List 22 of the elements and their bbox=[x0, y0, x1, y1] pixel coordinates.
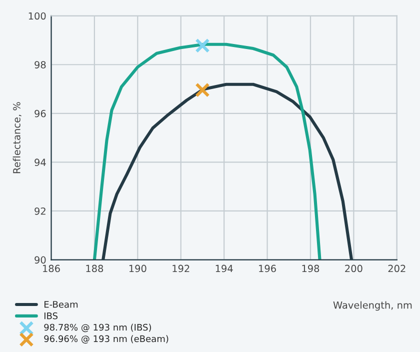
x-tick-label: 190 bbox=[129, 264, 146, 272]
x-tick-label: 198 bbox=[302, 264, 320, 272]
legend-label: IBS bbox=[44, 312, 58, 320]
x-tick-label: 186 bbox=[43, 264, 60, 272]
y-axis-title: Reflectance, % bbox=[12, 102, 22, 174]
x-tick-label: 194 bbox=[216, 264, 233, 272]
y-tick-label: 100 bbox=[28, 12, 46, 20]
x-tick-label: 200 bbox=[345, 264, 362, 272]
x-tick-label: 188 bbox=[86, 264, 104, 272]
x-tick-label: 196 bbox=[259, 264, 276, 272]
x-tick-label: 202 bbox=[388, 264, 406, 272]
y-tick-label: 94 bbox=[34, 158, 46, 166]
x-axis-title: Wavelength, nm bbox=[333, 301, 412, 311]
y-tick-label: 92 bbox=[34, 207, 46, 215]
legend-label: 98.78% @ 193 nm (IBS) bbox=[44, 324, 151, 332]
legend-label: 96.96% @ 193 nm (eBeam) bbox=[44, 335, 168, 344]
y-tick-label: 96 bbox=[34, 110, 46, 118]
y-tick-label: 90 bbox=[34, 256, 46, 264]
x-tick-label: 192 bbox=[172, 264, 190, 272]
line-series bbox=[92, 42, 322, 260]
legend-label: E-Beam bbox=[44, 301, 78, 308]
y-tick-label: 98 bbox=[34, 61, 46, 68]
